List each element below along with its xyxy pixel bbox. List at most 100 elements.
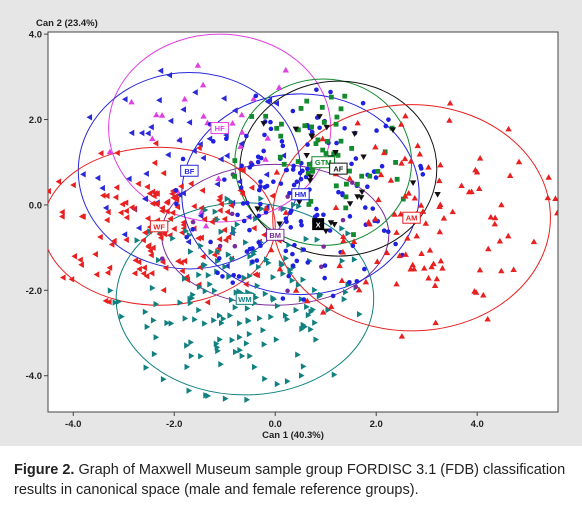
point-wf — [78, 261, 84, 268]
point-am — [425, 274, 432, 281]
centroid-label-wf: WF — [153, 222, 165, 231]
point-gtm — [298, 106, 304, 111]
point-bf — [142, 195, 148, 202]
point-hm — [354, 278, 360, 284]
point-hm — [230, 280, 236, 285]
point-wm — [284, 316, 291, 323]
centroid-hf: HF — [210, 122, 229, 135]
point-hm — [298, 219, 304, 224]
point-gtm — [394, 176, 400, 182]
point-wm — [253, 215, 259, 223]
point-gtm — [302, 123, 308, 129]
point-wm — [218, 319, 225, 327]
point-hm — [290, 167, 296, 172]
point-af — [292, 126, 300, 133]
point-wm — [256, 263, 262, 271]
point-hm — [258, 184, 263, 189]
point-wm — [244, 305, 251, 312]
point-hm — [210, 139, 216, 144]
point-wf — [42, 250, 48, 256]
x-axis-title: Can 1 (40.3%) — [262, 430, 324, 441]
point-wm — [308, 326, 314, 333]
point-hm — [299, 222, 304, 228]
point-hm — [322, 275, 327, 281]
point-hm — [288, 225, 294, 230]
centroid-box-hm — [291, 188, 310, 201]
centroid-gtm: GTM — [311, 156, 335, 169]
point-wm — [188, 248, 194, 255]
point-hm — [208, 239, 213, 245]
point-wm — [296, 203, 302, 210]
point-gtm — [333, 183, 339, 189]
point-am — [425, 164, 432, 170]
point-hm — [418, 166, 424, 171]
centroid-wf: WF — [149, 220, 169, 233]
centroid-box-gtm — [311, 156, 335, 169]
point-hf — [215, 175, 222, 182]
centroid-box-am — [402, 211, 421, 224]
point-bf — [102, 204, 109, 212]
point-wm — [160, 376, 167, 383]
point-hf — [158, 112, 166, 118]
point-hm — [173, 188, 179, 193]
point-gtm — [319, 104, 325, 110]
point-hf — [202, 222, 210, 229]
point-am — [397, 210, 404, 217]
point-wm — [192, 316, 198, 323]
point-wm — [208, 248, 215, 256]
point-wm — [343, 288, 349, 296]
point-gtm — [354, 181, 360, 187]
point-wm — [202, 320, 208, 327]
point-wf — [178, 183, 184, 190]
point-wm — [220, 315, 227, 322]
point-wm — [274, 380, 281, 388]
point-wf — [92, 251, 98, 258]
point-gtm — [343, 194, 349, 200]
point-wf — [136, 265, 142, 273]
point-am — [449, 208, 456, 215]
point-wm — [291, 201, 297, 208]
ellipse-wf — [48, 146, 276, 306]
point-wm — [228, 198, 235, 205]
point-hm — [250, 246, 255, 251]
point-bf — [273, 100, 280, 107]
point-gtm — [334, 114, 340, 120]
point-bf — [157, 67, 164, 74]
point-af — [360, 154, 367, 161]
point-am — [473, 168, 481, 175]
point-wf — [196, 144, 202, 152]
point-wf — [93, 271, 100, 278]
point-wf — [243, 281, 249, 288]
point-wf — [225, 233, 232, 241]
point-hm — [247, 227, 252, 233]
point-wm — [295, 351, 301, 358]
point-wf — [97, 150, 104, 157]
point-wm — [112, 299, 119, 306]
point-hm — [347, 214, 353, 219]
centroid-label-am: AM — [406, 214, 418, 223]
point-bf — [128, 129, 135, 137]
point-gtm — [335, 152, 341, 158]
point-wm — [119, 313, 125, 320]
x-tick-label: -4.0 — [65, 419, 81, 430]
point-hm — [253, 93, 259, 99]
point-bm — [321, 244, 326, 249]
point-am — [374, 258, 381, 265]
x-tick-label: 2.0 — [370, 419, 383, 430]
x-tick-label: 4.0 — [471, 419, 484, 430]
point-am — [498, 201, 505, 208]
point-am — [485, 245, 492, 252]
point-gtm — [249, 114, 255, 119]
point-gtm — [313, 141, 319, 147]
point-hf — [149, 135, 156, 142]
point-wf — [48, 187, 51, 195]
centroid-bf: BF — [180, 164, 199, 177]
point-wm — [150, 317, 157, 324]
point-hm — [294, 179, 300, 185]
point-af — [434, 191, 441, 198]
point-am — [328, 303, 335, 310]
point-hm — [290, 263, 296, 268]
point-am — [496, 237, 504, 244]
point-wm — [246, 330, 253, 338]
point-am — [480, 291, 487, 298]
